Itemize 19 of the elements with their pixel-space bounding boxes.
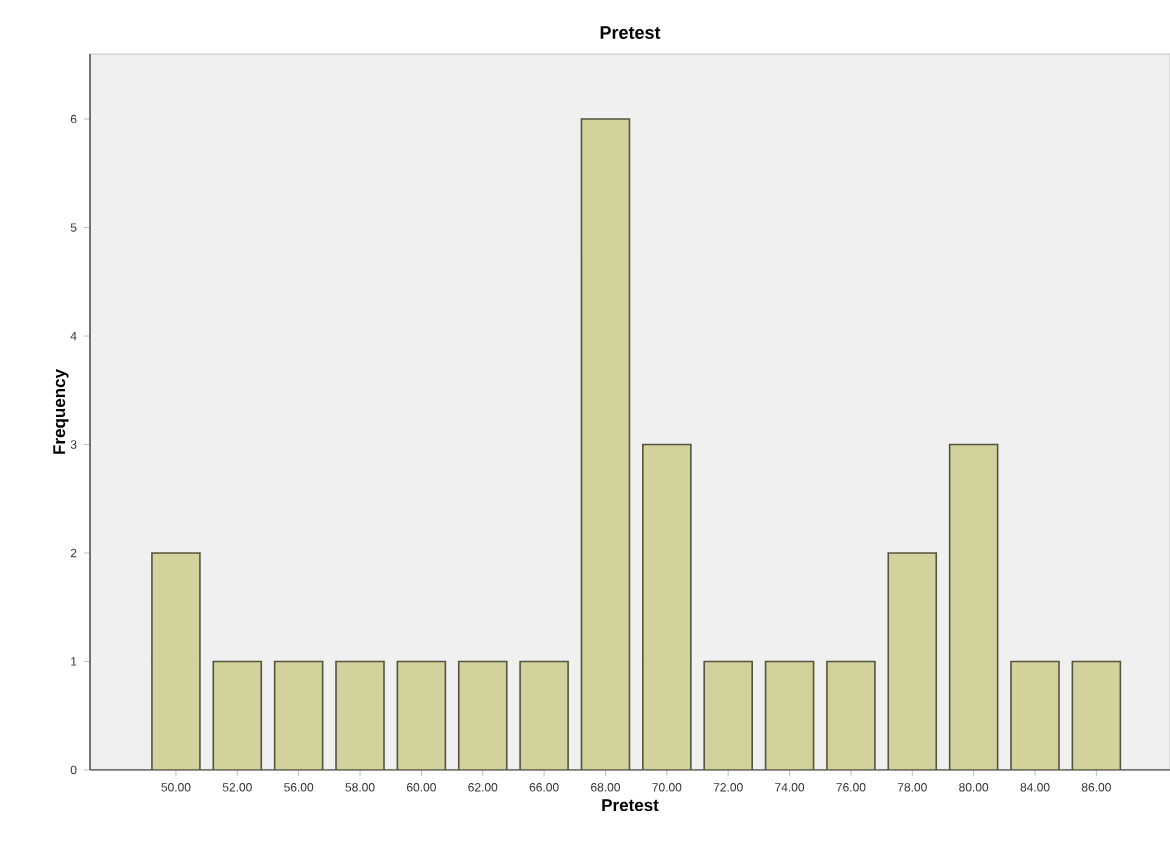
bar (948, 443, 999, 770)
bar (212, 660, 263, 770)
bar (151, 552, 201, 770)
bar (887, 552, 938, 770)
bar (335, 660, 385, 770)
bar (457, 660, 508, 770)
bar (1071, 660, 1122, 770)
bar (580, 118, 631, 770)
bar (764, 660, 815, 770)
x-axis-title: Pretest (602, 799, 659, 812)
bar (273, 660, 324, 770)
bar (1010, 660, 1060, 770)
y-axis-title: Frequency (53, 369, 69, 454)
chart-title: Pretest (600, 26, 661, 39)
bar (396, 660, 447, 770)
bar (826, 660, 876, 770)
bar (642, 443, 692, 770)
bar (703, 660, 753, 770)
bar (519, 660, 569, 770)
